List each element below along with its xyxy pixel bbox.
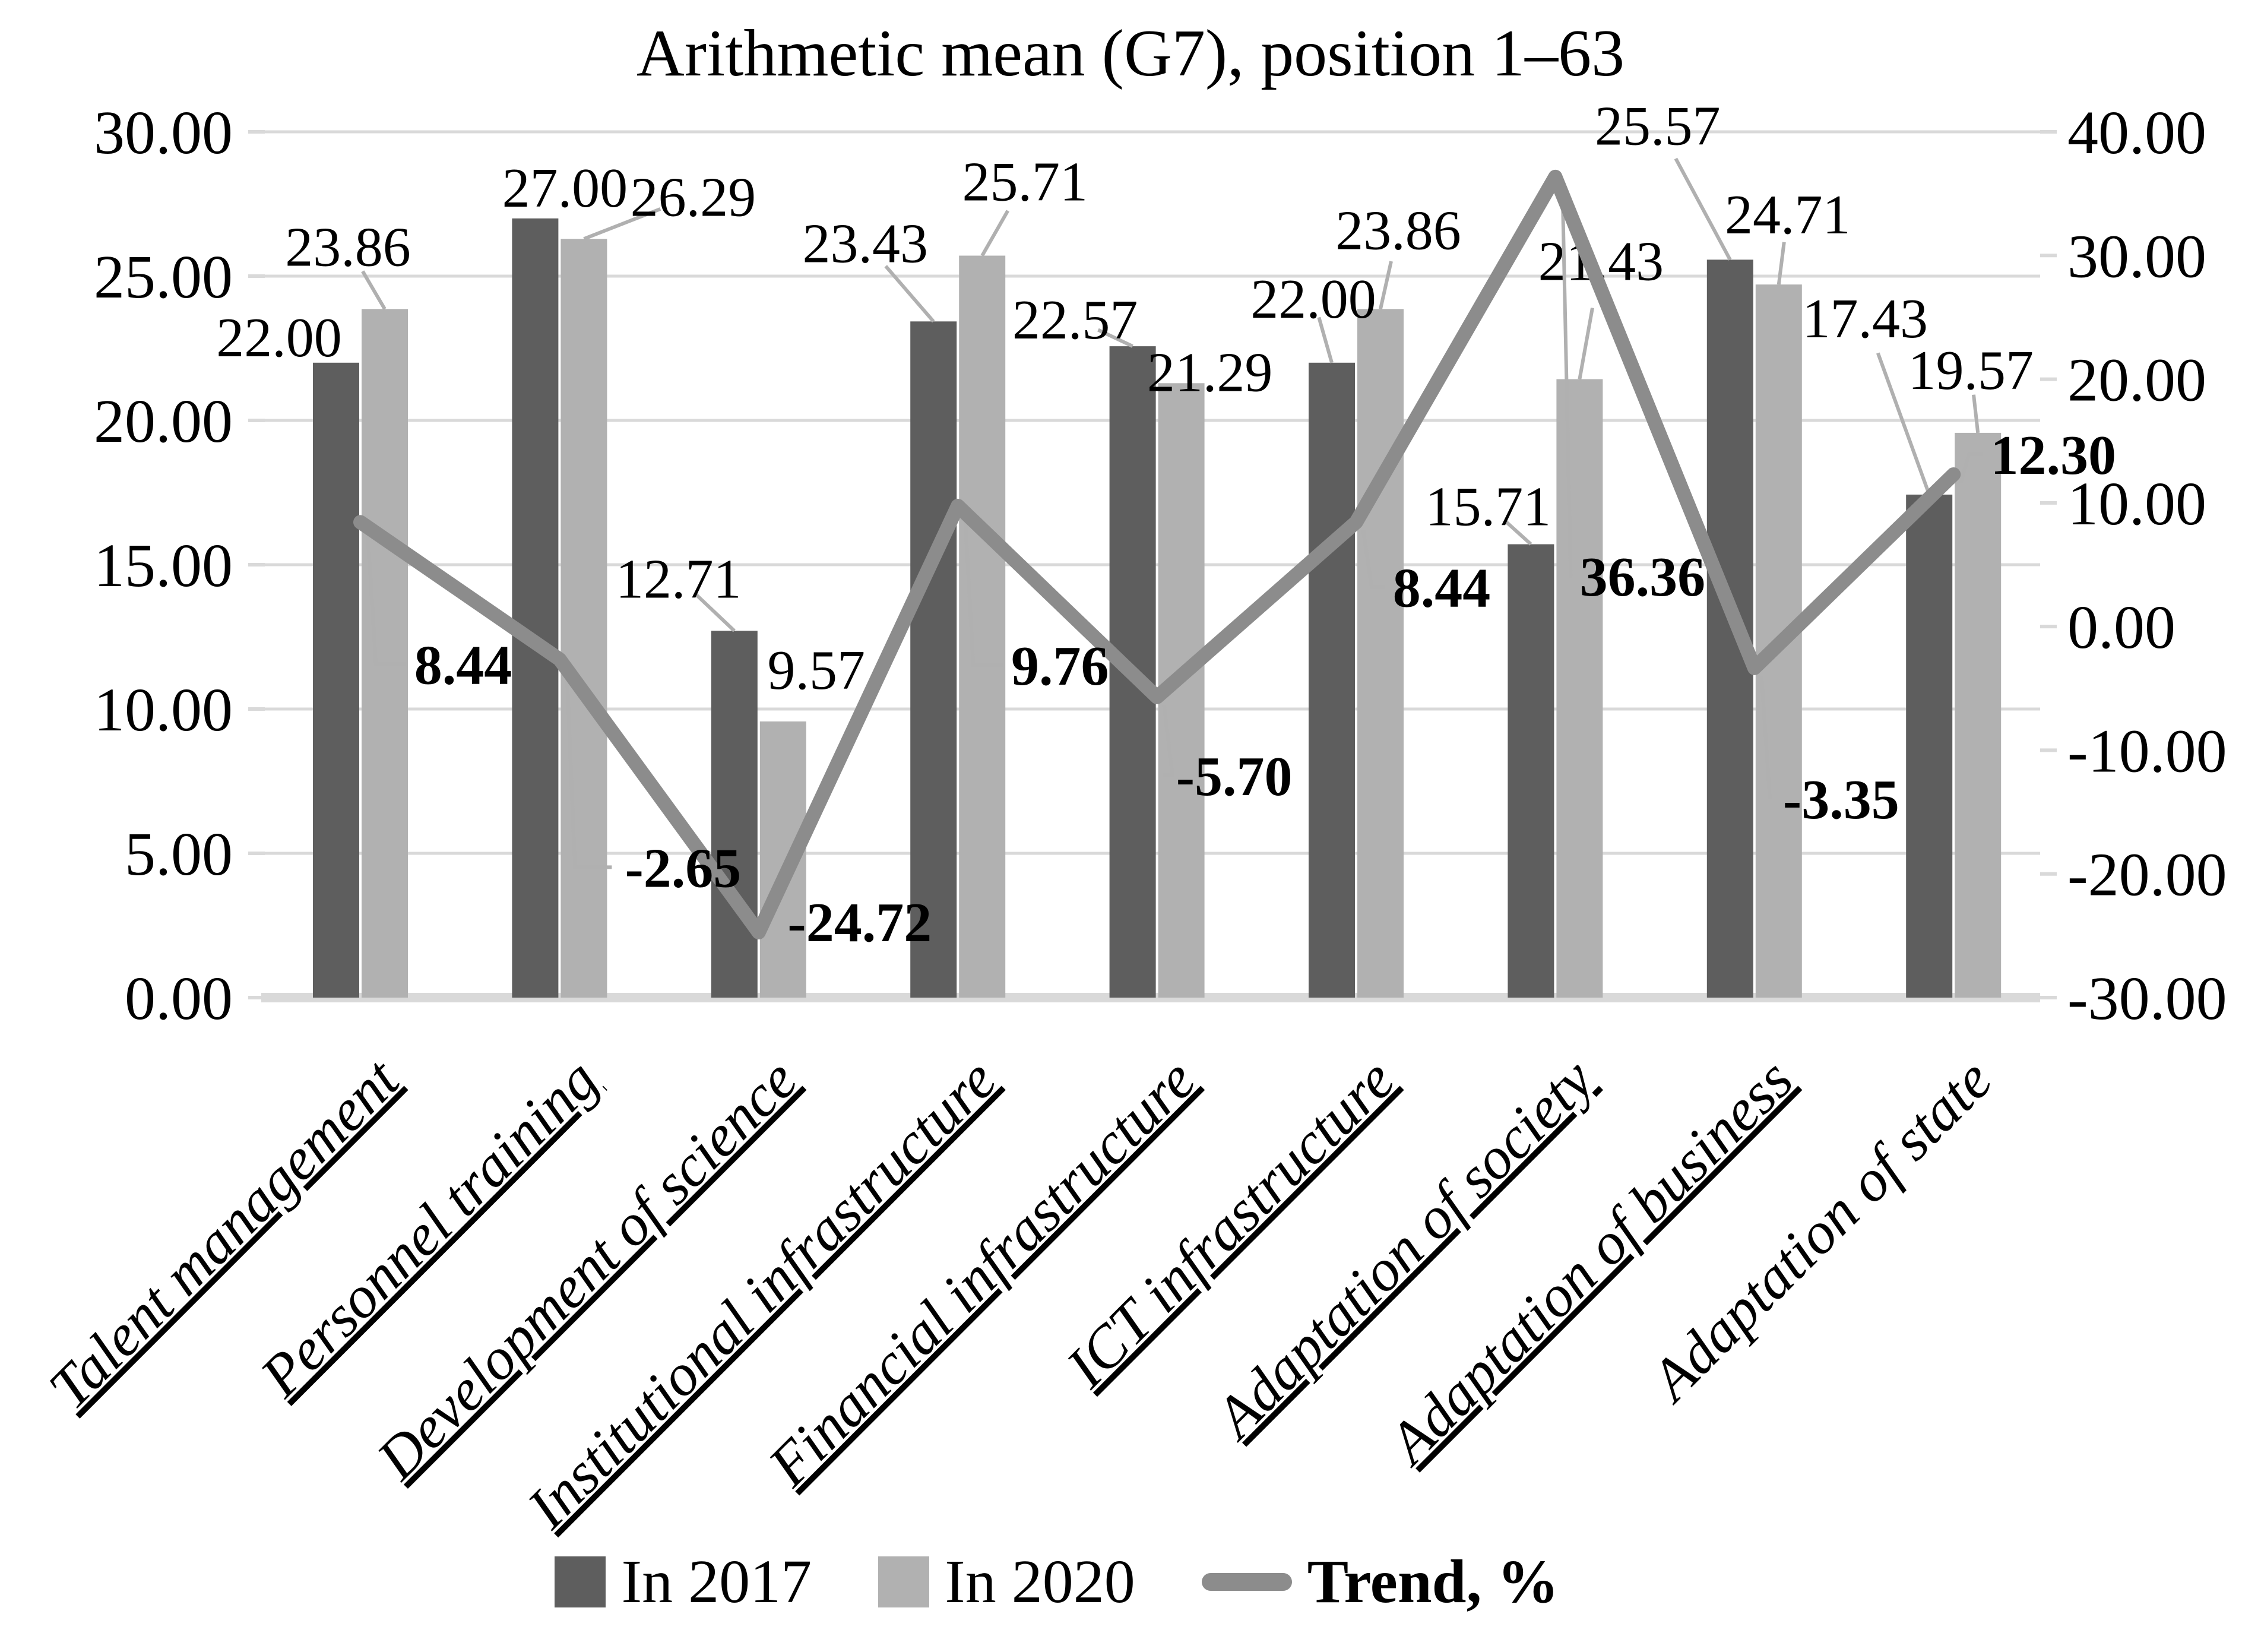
category-label: Personnel training <box>247 1046 610 1409</box>
data-label-2017: 27.00 <box>502 157 628 219</box>
category-label: Talent management <box>36 1046 412 1422</box>
left-axis-tick-label: 5.00 <box>125 820 233 888</box>
category-label: Adaptation of society <box>1200 1046 1606 1452</box>
right-axis-tick-label: 40.00 <box>2067 99 2206 167</box>
left-axis-tick-label: 0.00 <box>125 964 233 1033</box>
leader-line <box>1097 328 1133 348</box>
legend-item-2020: In 2020 <box>878 1546 1135 1617</box>
leader-line <box>565 667 612 869</box>
legend-label-2020: In 2020 <box>945 1547 1135 1616</box>
data-label-2020: 26.29 <box>631 166 756 228</box>
data-label-2020: 21.29 <box>1147 341 1273 403</box>
legend-label-trend: Trend, % <box>1307 1547 1559 1616</box>
bar-2017 <box>1309 362 1355 998</box>
data-label-trend: 36.36 <box>1580 546 1706 608</box>
data-label-2017: 23.43 <box>802 213 928 274</box>
bar-2020 <box>1357 309 1404 998</box>
chart-title: Arithmetic mean (G7), position 1–63 <box>636 17 1625 90</box>
leader-line <box>1972 394 1980 433</box>
left-axis-tick-label: 25.00 <box>94 243 233 311</box>
data-label-trend: 9.76 <box>1011 635 1109 697</box>
leader-line <box>1361 530 1385 589</box>
legend-swatch-2020-icon <box>878 1556 930 1607</box>
data-label-2017: 17.43 <box>1802 288 1928 350</box>
data-label-2020: 23.86 <box>285 216 411 278</box>
data-label-2017: 12.71 <box>616 548 742 610</box>
data-label-2020: 23.86 <box>1335 200 1461 261</box>
leader-line <box>1959 452 1983 483</box>
leader-line <box>1759 676 1772 799</box>
leader-line <box>1162 705 1174 777</box>
data-label-trend: -2.65 <box>625 837 741 899</box>
legend-line-marker-icon <box>1201 1572 1292 1591</box>
right-axis-tick-label: 30.00 <box>2067 222 2206 290</box>
data-label-2017: 15.71 <box>1426 476 1551 537</box>
bar-2020 <box>362 309 408 998</box>
leader-line <box>1560 185 1573 578</box>
category-label: Adaptation of state <box>1636 1046 2004 1415</box>
leader-line <box>694 592 736 632</box>
category-label: ICT infrastructure <box>1053 1046 1407 1400</box>
leader-line <box>963 514 1003 667</box>
legend-swatch-2017-icon <box>555 1556 606 1607</box>
bar-2017 <box>512 218 559 998</box>
bar-2017 <box>1906 494 1953 998</box>
leader-line <box>1504 520 1532 546</box>
right-axis-tick-label: 20.00 <box>2067 346 2206 414</box>
data-label-2017: 22.00 <box>1250 268 1376 330</box>
data-label-trend: -5.70 <box>1176 746 1293 808</box>
left-axis-tick-label: 30.00 <box>94 99 233 167</box>
leader-line <box>366 530 406 666</box>
bar-2017 <box>313 362 359 998</box>
bar-2017 <box>910 321 957 998</box>
data-label-2020: 19.57 <box>1908 340 2034 401</box>
leader-line <box>1876 352 1931 495</box>
data-label-trend: -3.35 <box>1783 769 1899 831</box>
leader-line <box>1379 261 1393 310</box>
trend-line <box>353 169 1961 940</box>
leader-line <box>1776 242 1786 285</box>
legend: In 2017 In 2020 Trend, % <box>0 1546 2114 1617</box>
legend-item-2017: In 2017 <box>555 1546 812 1617</box>
data-label-trend: 8.44 <box>1393 557 1491 619</box>
bar-2020 <box>560 239 607 998</box>
data-label-2020: 9.57 <box>768 640 866 701</box>
left-axis-tick-label: 20.00 <box>94 387 233 455</box>
leader-line <box>980 210 1010 257</box>
right-axis-tick-label: -20.00 <box>2067 841 2227 909</box>
data-label-trend: -24.72 <box>787 892 932 954</box>
right-axis-tick-label: 10.00 <box>2067 470 2206 538</box>
bar-2017 <box>1706 259 1753 998</box>
bar-2020 <box>959 255 1006 998</box>
leader-line <box>1674 157 1732 261</box>
legend-item-trend: Trend, % <box>1201 1546 1559 1617</box>
data-label-2020: 24.71 <box>1725 184 1851 246</box>
category-label: Adaptation of business <box>1373 1046 1805 1478</box>
left-axis-tick-label: 15.00 <box>94 531 233 600</box>
right-axis-tick-label: -30.00 <box>2067 964 2227 1033</box>
left-axis-tick-label: 10.00 <box>94 676 233 744</box>
leader-line <box>884 265 935 323</box>
data-label-2017: 25.57 <box>1595 95 1721 157</box>
data-label-trend: 12.30 <box>1990 425 2116 486</box>
bar-2020 <box>1955 432 2002 998</box>
leader-line <box>361 270 387 310</box>
leader-line <box>1317 317 1334 363</box>
legend-label-2017: In 2017 <box>621 1547 812 1616</box>
bar-2017 <box>711 631 758 998</box>
leader-line <box>1578 307 1594 380</box>
bar-2020 <box>1556 379 1603 998</box>
data-label-2020: 25.71 <box>962 151 1088 213</box>
right-axis-tick-label: -10.00 <box>2067 717 2227 785</box>
leader-line <box>583 207 661 241</box>
data-label-2017: 22.00 <box>216 307 342 369</box>
data-label-2017: 22.57 <box>1012 289 1138 351</box>
bar-2017 <box>1508 544 1554 998</box>
right-axis-tick-label: 0.00 <box>2067 593 2176 662</box>
data-label-trend: 8.44 <box>414 634 512 696</box>
